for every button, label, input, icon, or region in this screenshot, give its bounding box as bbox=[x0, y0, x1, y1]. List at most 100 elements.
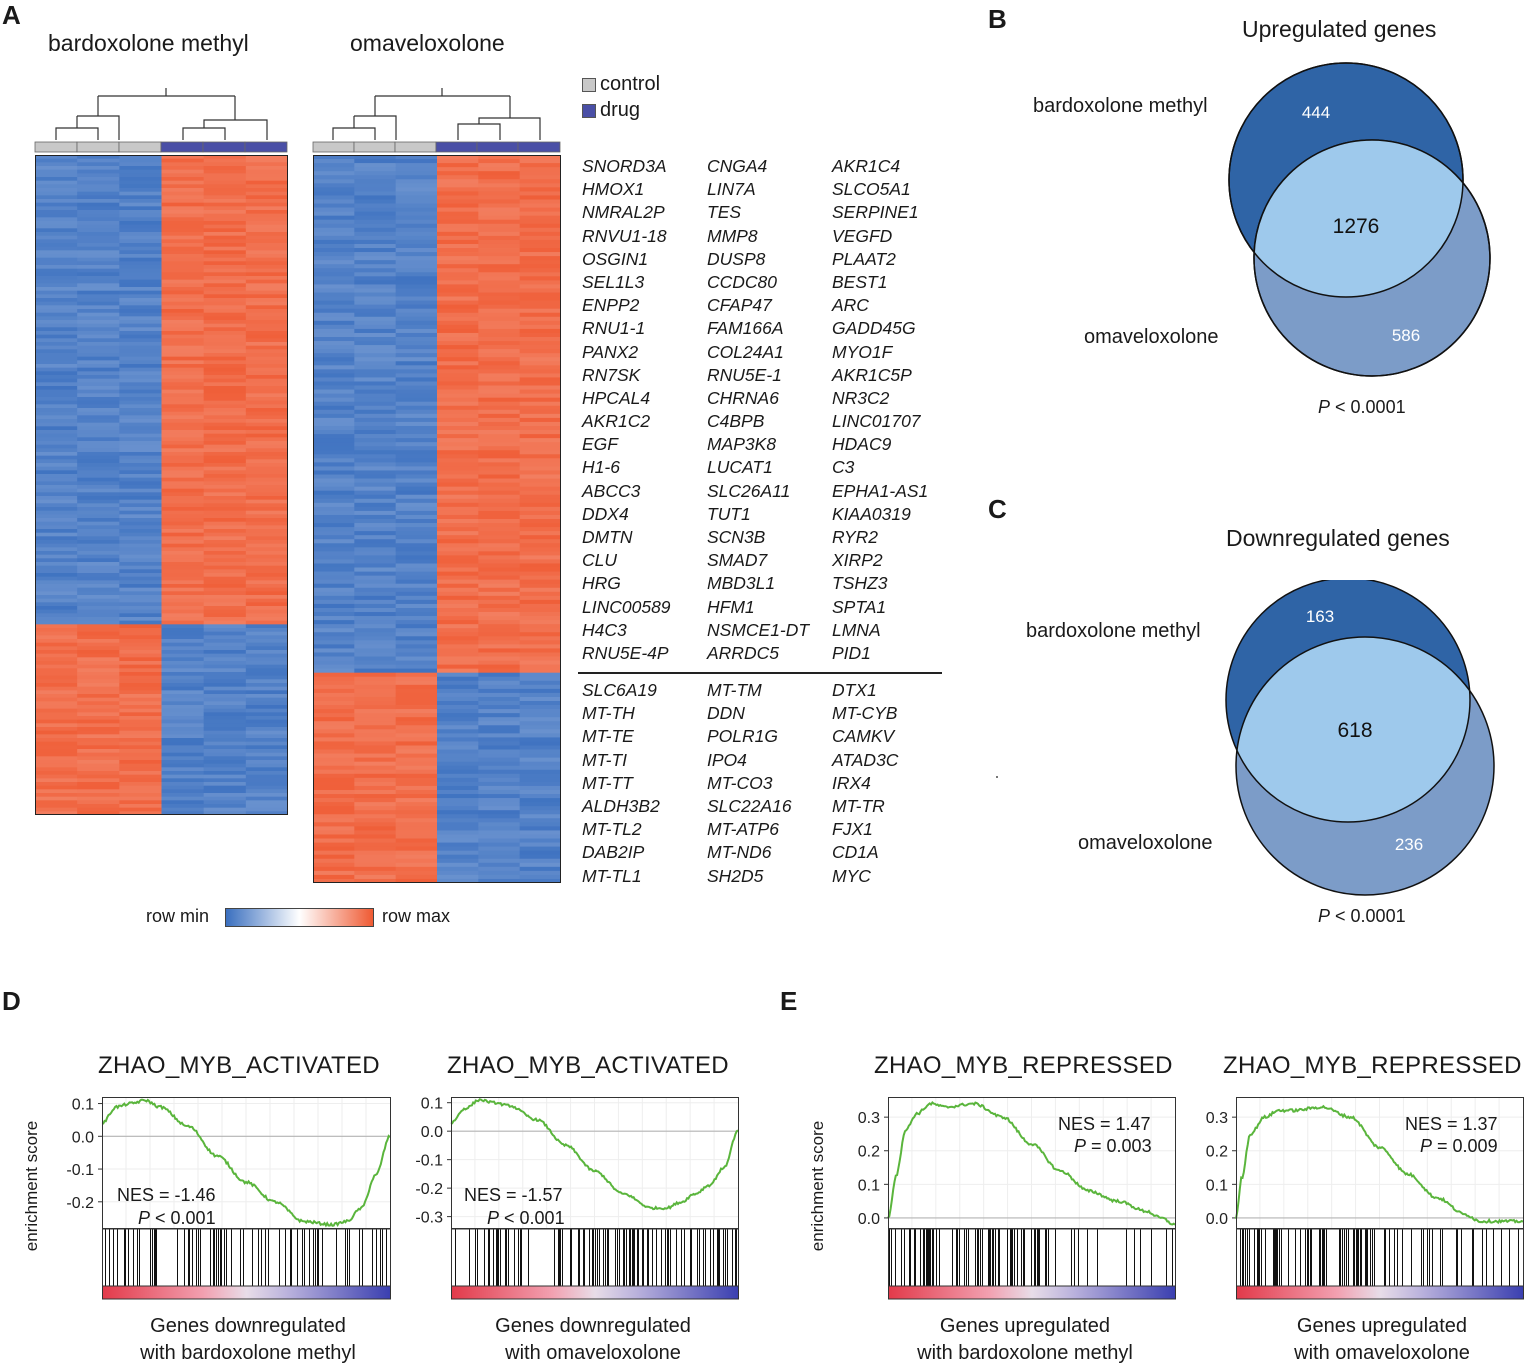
heatmap-cell bbox=[245, 367, 288, 372]
heatmap-cell bbox=[478, 616, 521, 621]
heatmap-cell bbox=[519, 442, 561, 447]
heatmap-cell bbox=[35, 734, 78, 739]
heatmap-cell bbox=[354, 599, 397, 605]
heatmap-cell bbox=[354, 729, 397, 734]
heatmap-cell bbox=[395, 272, 438, 277]
heatmap-cell bbox=[119, 228, 162, 233]
heatmap-cell bbox=[245, 745, 288, 750]
heatmap-cell bbox=[77, 705, 120, 710]
heatmap-cell bbox=[35, 404, 78, 409]
heatmap-cell bbox=[395, 345, 438, 350]
heatmap-cell bbox=[519, 332, 561, 338]
heatmap-cell bbox=[395, 838, 438, 843]
heatmap-cell bbox=[354, 874, 397, 880]
heatmap-cell bbox=[161, 686, 205, 691]
heatmap-cell bbox=[313, 680, 355, 686]
heatmap-cell bbox=[395, 745, 438, 750]
heatmap-cell bbox=[395, 874, 438, 880]
heatmap-cell bbox=[35, 562, 78, 567]
heatmap-cell bbox=[245, 723, 288, 728]
heatmap-cell bbox=[437, 858, 479, 864]
heatmap-cell bbox=[354, 328, 397, 334]
heatmap-cell bbox=[437, 652, 479, 657]
heatmap-cell bbox=[437, 175, 479, 180]
heatmap-cell bbox=[519, 571, 561, 577]
heatmap-cell bbox=[245, 694, 288, 699]
heatmap-cell bbox=[35, 609, 78, 614]
gsea-title: ZHAO_MYB_ACTIVATED bbox=[98, 1052, 380, 1079]
heatmap-cell bbox=[203, 353, 247, 358]
heatmap-cell bbox=[245, 606, 288, 611]
heatmap-cell bbox=[395, 575, 438, 581]
heatmap-cell bbox=[119, 393, 162, 398]
heatmap-cell bbox=[437, 320, 479, 326]
heatmap-cell bbox=[77, 268, 120, 273]
heatmap-cell bbox=[161, 540, 205, 545]
heatmap-cell bbox=[35, 353, 78, 358]
heatmap-cell bbox=[119, 488, 162, 493]
heatmap-cell bbox=[437, 466, 479, 471]
heatmap-cell bbox=[395, 757, 438, 763]
heatmap-cell bbox=[437, 575, 479, 581]
heatmap-cell bbox=[161, 444, 205, 449]
heatmap-cell bbox=[203, 734, 247, 739]
heatmap-cell bbox=[77, 573, 120, 578]
heatmap-cell bbox=[478, 231, 521, 237]
nes-value: NES = -1.46 bbox=[117, 1185, 216, 1205]
heatmap-cell bbox=[313, 510, 355, 516]
heatmap-cell bbox=[77, 397, 120, 402]
heatmap-cell bbox=[354, 256, 397, 261]
heatmap-cell bbox=[77, 327, 120, 332]
heatmap-cell bbox=[203, 455, 247, 460]
heatmap-cell bbox=[519, 672, 561, 678]
heatmap-cell bbox=[313, 256, 355, 261]
heatmap-cell bbox=[313, 292, 355, 297]
heatmap-cell bbox=[313, 834, 355, 839]
heatmap-cell bbox=[245, 298, 288, 303]
heatmap-cell bbox=[119, 470, 162, 475]
heatmap-cell bbox=[395, 187, 438, 192]
heatmap-cell bbox=[245, 488, 288, 493]
heatmap-cell bbox=[395, 341, 438, 346]
heatmap-cell bbox=[245, 569, 288, 574]
heatmap-cell bbox=[161, 474, 205, 479]
heatmap-cell bbox=[203, 386, 247, 391]
heatmap-cell bbox=[203, 782, 247, 787]
gene-name: ALDH3B2 bbox=[582, 795, 660, 816]
heatmap-cell bbox=[395, 235, 438, 241]
heatmap-cell bbox=[203, 683, 247, 688]
heatmap-cell bbox=[313, 870, 355, 876]
heatmap-cell bbox=[161, 408, 205, 413]
heatmap-cell bbox=[354, 227, 397, 233]
legend-control-swatch bbox=[582, 78, 596, 92]
heatmap-cell bbox=[161, 708, 205, 713]
heatmap-cell bbox=[35, 767, 78, 772]
heatmap-cell bbox=[478, 171, 521, 176]
heatmap-cell bbox=[203, 628, 247, 633]
genes-up-col-3: AKR1C4 SLCO5A1 SERPINE1 VEGFD PLAAT2 BEST1 ARC… bbox=[832, 155, 928, 665]
heatmap-cell bbox=[77, 554, 120, 559]
heatmap-cell bbox=[119, 587, 162, 592]
heatmap-cell bbox=[395, 486, 438, 492]
heatmap-cell bbox=[245, 727, 288, 732]
heatmap-cell bbox=[203, 525, 247, 530]
heatmap-cell bbox=[395, 878, 438, 883]
heatmap-cell bbox=[478, 539, 521, 544]
heatmap-cell bbox=[519, 373, 561, 378]
heatmap-cell bbox=[119, 679, 162, 684]
heatmap-cell bbox=[313, 243, 355, 249]
heatmap-cell bbox=[119, 177, 162, 182]
heatmap-cell bbox=[245, 162, 288, 167]
heatmap-cell bbox=[245, 433, 288, 438]
heatmap-cell bbox=[437, 430, 479, 435]
heatmap-cell bbox=[395, 535, 438, 540]
heatmap-cell bbox=[395, 171, 438, 176]
gene-name: LINC00589 bbox=[582, 596, 671, 617]
heatmap-cell bbox=[519, 854, 561, 860]
heatmap-cell bbox=[313, 826, 355, 831]
heatmap-cell bbox=[77, 804, 120, 809]
heatmap-cell bbox=[519, 268, 561, 273]
heatmap-cell bbox=[161, 507, 205, 512]
heatmap-cell bbox=[519, 535, 561, 540]
heatmap-cell bbox=[313, 332, 355, 338]
